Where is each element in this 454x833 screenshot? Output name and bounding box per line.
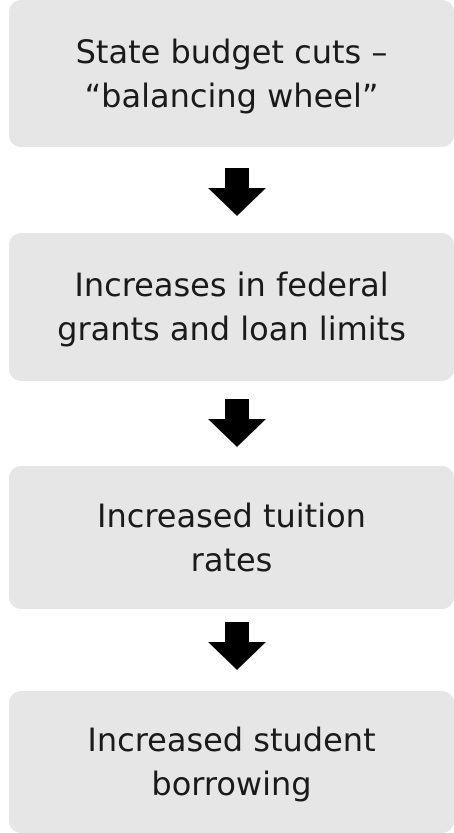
step-box-tuition-rates: Increased tuition rates (9, 466, 454, 609)
step-label: State budget cuts – “balancing wheel” (75, 32, 388, 115)
step-box-state-budget-cuts: State budget cuts – “balancing wheel” (9, 0, 454, 147)
step-label: Increased student borrowing (87, 721, 376, 803)
down-arrow-icon (208, 622, 266, 670)
step-box-federal-grants: Increases in federal grants and loan lim… (9, 233, 454, 381)
step-box-student-borrowing: Increased student borrowing (9, 691, 454, 833)
down-arrow-icon (208, 168, 266, 216)
step-label: Increased tuition rates (97, 496, 366, 579)
down-arrow-icon (208, 399, 266, 447)
step-label: Increases in federal grants and loan lim… (57, 266, 406, 348)
